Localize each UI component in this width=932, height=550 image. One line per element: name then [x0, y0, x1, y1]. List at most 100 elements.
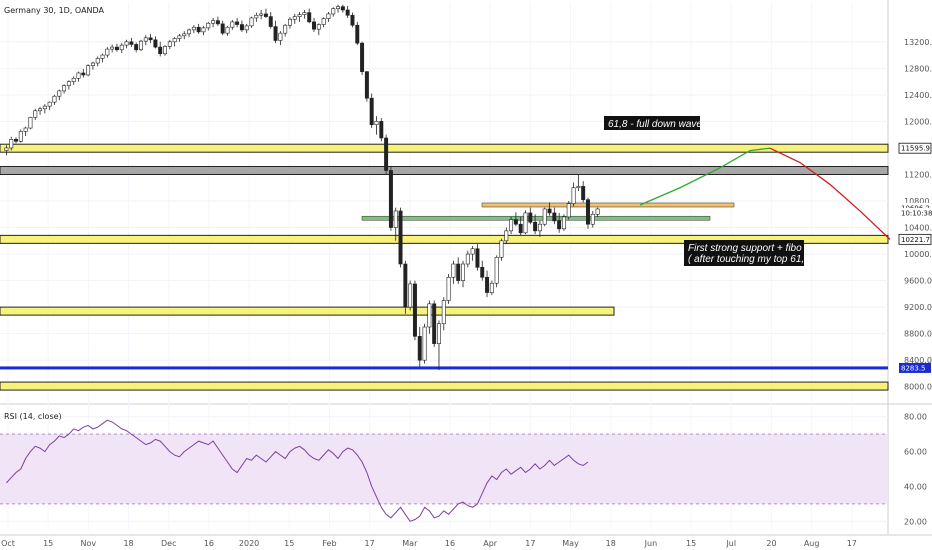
price-tick-label: 10800.0: [904, 197, 932, 206]
time-tick-label: Dec: [161, 539, 176, 548]
candle: [4, 145, 9, 156]
bullish-projection: [639, 147, 771, 206]
candle: [461, 260, 465, 288]
time-tick-label: 15: [686, 539, 696, 548]
candle: [66, 80, 71, 90]
candle: [437, 320, 441, 371]
fib-zone: [361, 215, 711, 221]
candle: [552, 207, 557, 225]
candle: [566, 201, 571, 220]
time-tick-label: 16: [445, 539, 455, 548]
candle: [523, 210, 528, 235]
candle: [557, 212, 562, 233]
candle: [533, 214, 538, 235]
time-tick-label: 15: [43, 539, 53, 548]
candle: [316, 23, 321, 36]
candle: [215, 16, 220, 26]
candle: [494, 255, 499, 288]
candle: [143, 35, 148, 46]
chart-title: Germany 30, 1D, OANDA: [4, 6, 105, 15]
time-tick-label: Aug: [804, 539, 820, 548]
candle: [518, 216, 523, 236]
support-line: [0, 366, 888, 370]
candle: [542, 207, 547, 227]
candle: [398, 207, 403, 268]
price-tick-label: 8000.0: [904, 383, 932, 392]
candle: [456, 257, 461, 284]
candle: [163, 45, 167, 56]
candle: [95, 56, 100, 67]
candle: [211, 17, 216, 28]
price-tick-label: 13200.0: [904, 38, 932, 47]
rsi-band: [0, 433, 888, 505]
candle: [23, 126, 28, 136]
candle: [105, 47, 110, 58]
candle: [417, 327, 422, 367]
svg-text:10:10:38: 10:10:38: [901, 209, 932, 217]
candle: [581, 181, 586, 203]
candle: [302, 9, 307, 19]
candle: [576, 174, 581, 192]
candle: [485, 270, 490, 298]
candle: [499, 238, 504, 261]
candle: [336, 4, 341, 13]
projection-path: [639, 147, 891, 240]
candle: [408, 280, 413, 311]
candle: [278, 31, 283, 46]
candle: [441, 297, 446, 331]
candle: [167, 39, 172, 50]
candle: [307, 8, 312, 24]
svg-text:10221.7: 10221.7: [901, 236, 930, 244]
candle: [288, 17, 292, 29]
candle: [432, 300, 437, 347]
time-axis: Oct 15 Nov 18 Dec 16 2020 15 Feb 17 Mar 16 Apr 17 May 1…: [1, 539, 857, 548]
price-tag: 10221.7: [898, 233, 932, 245]
candle: [331, 7, 336, 17]
price-tick-label: 10000.0: [904, 250, 932, 259]
candle: [470, 246, 475, 261]
resistance-zone: [0, 165, 889, 175]
candle: [283, 23, 288, 37]
time-tick-label: Oct: [1, 539, 15, 548]
candle: [451, 260, 456, 284]
candle: [57, 89, 62, 101]
fib-zone: [481, 202, 735, 208]
candle: [571, 182, 576, 207]
rsi-title: RSI (14, close): [4, 412, 62, 421]
candle: [139, 39, 143, 52]
candle: [355, 21, 360, 46]
candle: [148, 33, 153, 44]
candle: [326, 11, 331, 22]
candle: [196, 23, 201, 34]
candle: [114, 43, 119, 52]
candle: [90, 61, 95, 70]
candle: [100, 53, 105, 63]
time-tick-label: Jul: [725, 539, 736, 548]
level-zone: [0, 234, 889, 244]
candle: [230, 19, 235, 30]
candle: [292, 13, 297, 24]
candle: [62, 84, 67, 94]
time-tick-label: Jun: [644, 539, 658, 548]
candle: [129, 37, 134, 48]
candle: [268, 11, 273, 29]
candle: [480, 260, 485, 281]
price-tick-label: 9600.0: [904, 277, 932, 286]
candle: [177, 33, 182, 42]
rsi-tick-label: 80.00: [904, 413, 927, 422]
candle: [509, 216, 514, 235]
candle: [561, 214, 566, 231]
candle: [33, 108, 38, 121]
price-tick-label: 11200.0: [904, 170, 932, 179]
candle: [513, 212, 518, 227]
level-zone: [0, 306, 615, 316]
candle: [235, 17, 240, 28]
time-tick-label: May: [562, 539, 579, 548]
time-tick-label: Mar: [402, 539, 418, 548]
candle: [345, 5, 350, 18]
candle: [124, 39, 129, 49]
rectangle-zones: [361, 202, 735, 221]
candle: [393, 207, 398, 241]
